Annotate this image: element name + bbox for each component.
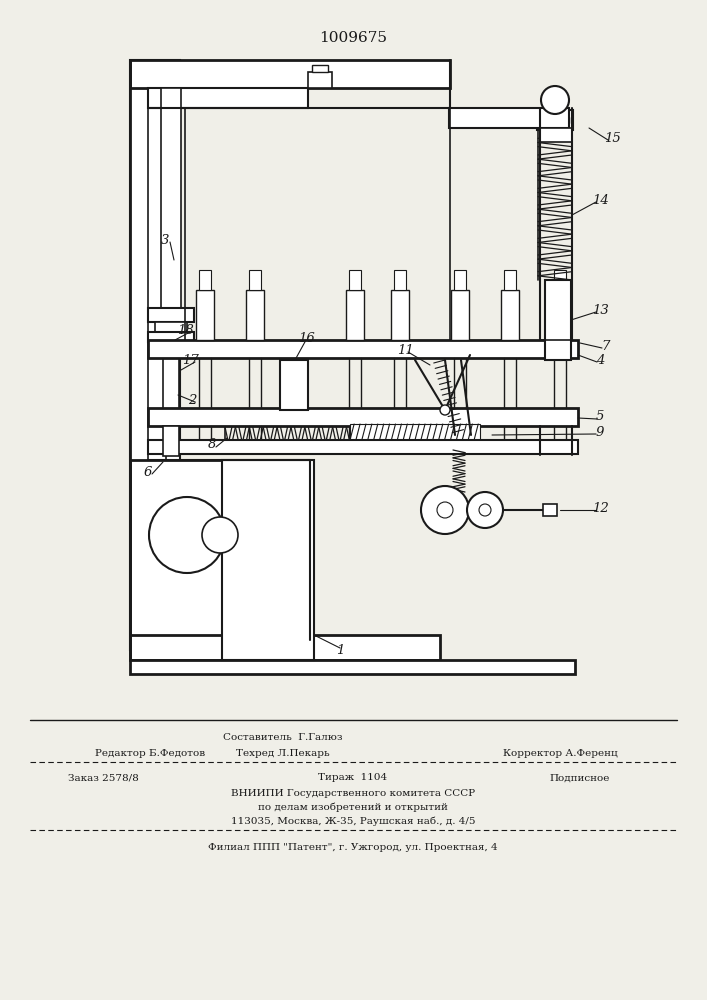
Bar: [249, 270, 261, 290]
Bar: [451, 290, 469, 340]
Text: 6: 6: [144, 466, 152, 479]
Text: 9: 9: [596, 426, 604, 438]
Text: 18: 18: [177, 324, 194, 336]
Bar: [130, 660, 575, 674]
Text: 3: 3: [160, 233, 169, 246]
Text: Корректор А.Ференц: Корректор А.Ференц: [503, 748, 617, 758]
Bar: [148, 308, 194, 322]
Bar: [130, 460, 305, 645]
Text: 15: 15: [604, 131, 620, 144]
Bar: [504, 270, 516, 290]
Text: 113035, Москва, Ж-35, Раушская наб., д. 4/5: 113035, Москва, Ж-35, Раушская наб., д. …: [230, 816, 475, 826]
Bar: [551, 290, 569, 340]
Text: 13: 13: [592, 304, 609, 316]
Circle shape: [202, 517, 238, 553]
Bar: [308, 72, 332, 88]
Text: 16: 16: [298, 332, 315, 344]
Bar: [130, 60, 180, 650]
Bar: [349, 270, 361, 290]
Bar: [130, 635, 440, 660]
Text: ВНИИПИ Государственного комитета СССР: ВНИИПИ Государственного комитета СССР: [231, 788, 475, 798]
Bar: [148, 80, 166, 640]
Circle shape: [421, 486, 469, 534]
Text: 7: 7: [602, 340, 610, 353]
Text: 2: 2: [188, 393, 196, 406]
Bar: [161, 88, 181, 308]
Text: 11: 11: [397, 344, 414, 357]
Bar: [312, 65, 328, 72]
Text: 14: 14: [592, 194, 609, 207]
Text: Подписное: Подписное: [550, 774, 610, 782]
Text: Заказ 2578/8: Заказ 2578/8: [68, 774, 139, 782]
Circle shape: [149, 497, 225, 573]
Bar: [163, 342, 179, 427]
Bar: [543, 504, 557, 516]
Bar: [346, 290, 364, 340]
Text: 17: 17: [182, 354, 199, 366]
Circle shape: [541, 86, 569, 114]
Bar: [199, 270, 211, 290]
Circle shape: [437, 502, 453, 518]
Bar: [541, 117, 569, 123]
Text: 5: 5: [596, 410, 604, 424]
Bar: [394, 270, 406, 290]
Bar: [148, 340, 578, 358]
Bar: [537, 110, 573, 130]
Bar: [544, 123, 566, 128]
Bar: [222, 460, 314, 660]
Text: 8: 8: [208, 438, 216, 452]
Bar: [350, 424, 480, 440]
Text: 4: 4: [596, 354, 604, 366]
Text: 12: 12: [592, 502, 609, 514]
Bar: [391, 290, 409, 340]
Text: Тираж  1104: Тираж 1104: [318, 774, 387, 782]
Bar: [148, 88, 308, 108]
Bar: [280, 360, 308, 410]
Circle shape: [467, 492, 503, 528]
Bar: [454, 270, 466, 290]
Text: Составитель  Г.Галюз: Составитель Г.Галюз: [223, 734, 343, 742]
Circle shape: [440, 405, 450, 415]
Bar: [155, 322, 187, 332]
Bar: [246, 290, 264, 340]
Bar: [540, 128, 572, 142]
Circle shape: [479, 504, 491, 516]
Bar: [449, 108, 569, 128]
Bar: [148, 408, 578, 426]
Text: Редактор Б.Федотов: Редактор Б.Федотов: [95, 748, 205, 758]
Bar: [148, 332, 194, 342]
Bar: [163, 426, 179, 456]
Bar: [130, 60, 450, 88]
Text: Филиал ППП "Патент", г. Ужгород, ул. Проектная, 4: Филиал ППП "Патент", г. Ужгород, ул. Про…: [208, 844, 498, 852]
Bar: [545, 280, 571, 360]
Bar: [148, 440, 578, 454]
Text: 1009675: 1009675: [319, 31, 387, 45]
Text: 1: 1: [336, 644, 344, 656]
Bar: [501, 290, 519, 340]
Text: Техред Л.Пекарь: Техред Л.Пекарь: [236, 748, 329, 758]
Bar: [196, 290, 214, 340]
Bar: [554, 270, 566, 290]
Text: по делам изобретений и открытий: по делам изобретений и открытий: [258, 802, 448, 812]
